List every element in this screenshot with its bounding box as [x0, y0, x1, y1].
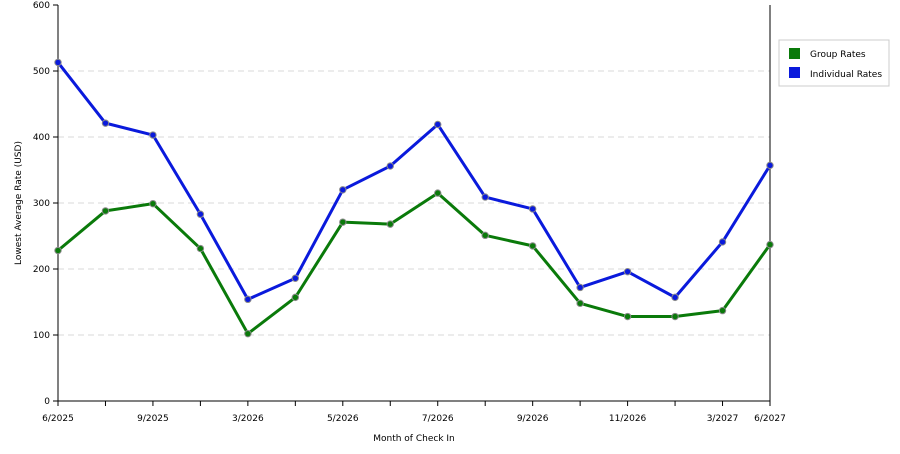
data-point-individual-rates	[718, 238, 727, 246]
series-line-individual-rates	[56, 61, 772, 301]
data-point-individual-rates	[196, 210, 205, 218]
data-point-individual-rates	[339, 186, 347, 194]
data-point-individual-rates	[576, 283, 584, 292]
series-individual-rates	[54, 58, 774, 304]
y-tick-label: 500	[33, 67, 50, 77]
legend-label-individual-rates: Individual Rates	[810, 70, 882, 80]
series	[54, 58, 774, 338]
data-point-group-rates	[481, 231, 489, 240]
x-tick-label: 9/2026	[517, 414, 549, 424]
data-point-individual-rates	[766, 161, 774, 170]
x-tick-label: 5/2026	[327, 414, 359, 424]
x-axis-title: Month of Check In	[373, 434, 455, 444]
data-point-individual-rates	[671, 293, 679, 302]
data-point-individual-rates	[386, 162, 394, 170]
y-tick-label: 100	[33, 331, 50, 341]
gridlines	[58, 70, 770, 336]
data-point-group-rates	[339, 218, 347, 226]
data-point-group-rates	[196, 244, 205, 253]
y-tick-label: 400	[33, 133, 50, 143]
data-point-individual-rates	[54, 58, 62, 67]
data-point-group-rates	[434, 189, 442, 197]
data-point-group-rates	[718, 306, 727, 315]
data-point-individual-rates	[528, 205, 537, 213]
legend-box	[778, 39, 890, 87]
x-tick-label: 3/2027	[707, 414, 739, 424]
data-point-group-rates	[101, 207, 110, 215]
x-ticks: 6/2025 9/2025 3/2026 5/2026 7/2026 9/2026 11/2…	[42, 401, 786, 424]
data-point-group-rates	[671, 312, 679, 321]
series-group-rates	[54, 189, 774, 338]
x-tick-label: 9/2025	[137, 414, 169, 424]
data-point-group-rates	[766, 240, 774, 249]
y-tick-label: 0	[44, 397, 50, 407]
legend-swatch-group-rates	[789, 48, 800, 59]
legend: Group Rates Individual Rates	[778, 39, 890, 87]
x-tick-label: 7/2026	[422, 414, 454, 424]
y-tick-label: 600	[33, 1, 50, 11]
data-point-group-rates	[54, 246, 62, 255]
x-tick-label: 11/2026	[609, 414, 647, 424]
legend-label-group-rates: Group Rates	[810, 50, 866, 60]
data-point-group-rates	[291, 293, 300, 302]
y-tick-label: 300	[33, 199, 50, 209]
data-point-individual-rates	[623, 267, 632, 276]
legend-swatch-individual-rates	[789, 67, 800, 78]
data-point-individual-rates	[291, 274, 300, 282]
y-tick-label: 200	[33, 265, 50, 275]
data-point-individual-rates	[481, 193, 489, 201]
x-tick-label: 3/2026	[232, 414, 264, 424]
y-axis-title: Lowest Average Rate (USD)	[14, 141, 24, 265]
data-point-group-rates	[623, 312, 632, 321]
data-point-individual-rates	[244, 295, 252, 304]
data-point-individual-rates	[434, 120, 442, 129]
data-point-group-rates	[386, 220, 394, 228]
data-point-group-rates	[576, 299, 584, 308]
x-tick-label: 6/2027	[754, 414, 786, 424]
x-tick-label: 6/2025	[42, 414, 74, 424]
y-ticks: 0 100 200 300 400 500 600	[33, 1, 58, 407]
data-point-individual-rates	[101, 119, 110, 127]
data-point-individual-rates	[149, 131, 157, 139]
data-point-group-rates	[244, 329, 252, 338]
data-point-group-rates	[149, 199, 157, 208]
data-point-group-rates	[528, 242, 537, 250]
series-line-group-rates	[57, 191, 772, 336]
